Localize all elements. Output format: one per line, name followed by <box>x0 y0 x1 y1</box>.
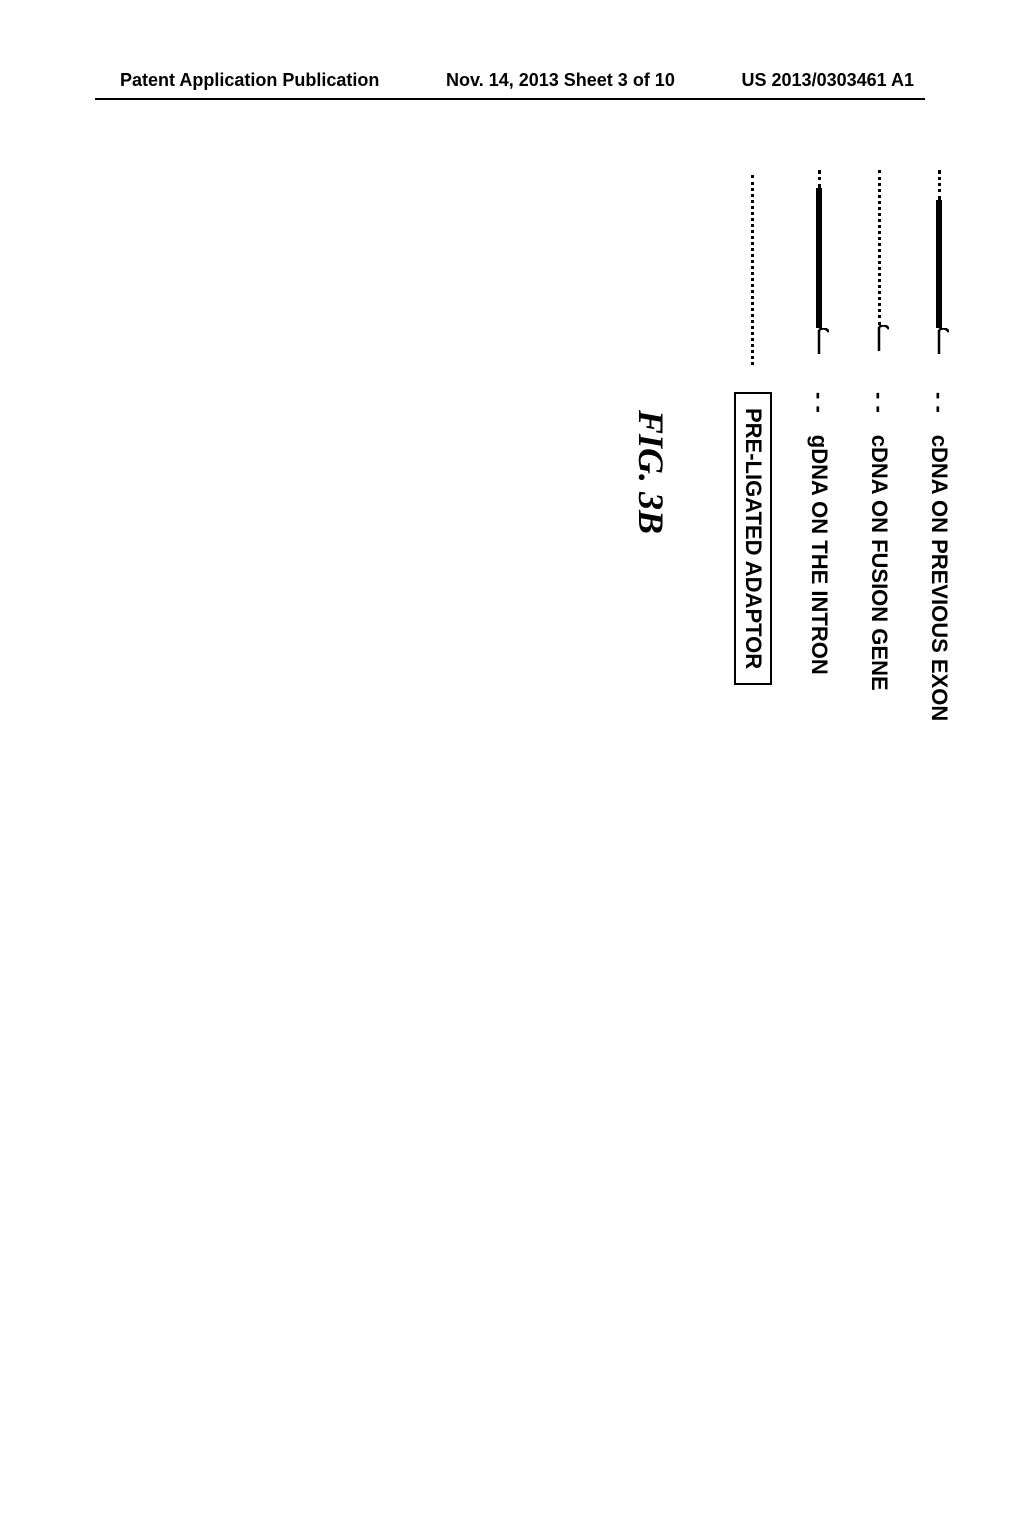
legend-row-adaptor: PRE-LIGATED ADAPTOR <box>734 170 772 685</box>
page-header: Patent Application Publication Nov. 14, … <box>0 70 1024 91</box>
legend-text-cdna-fusion: cDNA ON FUSION GENE <box>866 435 892 691</box>
legend-swatch-gdna-intron <box>809 170 829 370</box>
figure-3b-caption: FIG. 3B <box>630 410 672 534</box>
legend-row-gdna-intron: - - gDNA ON THE INTRON <box>806 170 832 675</box>
figure-3b: - - cDNA ON PREVIOUS EXON - - cDNA ON FU… <box>592 170 952 770</box>
legend-dashes: - - <box>926 392 952 413</box>
legend-swatch-cdna-fusion <box>869 170 889 370</box>
legend-text-cdna-prev: cDNA ON PREVIOUS EXON <box>926 435 952 721</box>
figure-rotator: ROS1 KINASE DOMAIN ??? Ex 32 Ex 33 Ex 34… <box>632 540 1024 1520</box>
header-right: US 2013/0303461 A1 <box>742 70 914 91</box>
legend-dashes: - - <box>866 392 892 413</box>
legend-row-cdna-prev: - - cDNA ON PREVIOUS EXON <box>926 170 952 721</box>
legend-row-cdna-fusion: - - cDNA ON FUSION GENE <box>866 170 892 691</box>
header-left: Patent Application Publication <box>120 70 379 91</box>
legend-text-gdna-intron: gDNA ON THE INTRON <box>806 435 832 675</box>
header-center: Nov. 14, 2013 Sheet 3 of 10 <box>446 70 675 91</box>
legend-dashes: - - <box>806 392 832 413</box>
legend-text-adaptor: PRE-LIGATED ADAPTOR <box>741 408 766 669</box>
legend-adaptor-box: PRE-LIGATED ADAPTOR <box>734 392 772 685</box>
legend-swatch-adaptor <box>743 170 763 370</box>
header-rule <box>95 98 925 100</box>
legend-swatch-cdna-prev <box>929 170 949 370</box>
